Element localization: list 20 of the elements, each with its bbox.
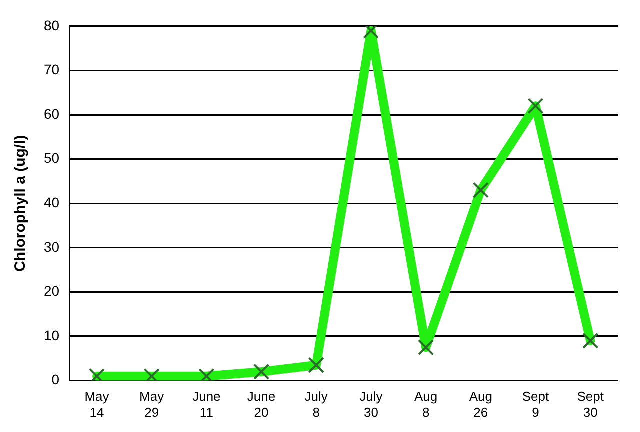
- y-tick-label: 60: [44, 106, 60, 122]
- x-tick-label: July 8: [304, 389, 328, 420]
- y-tick-label: 40: [44, 194, 60, 210]
- x-tick-label: Aug 8: [414, 389, 438, 420]
- x-tick-label: Aug 26: [469, 389, 492, 420]
- x-tick-label: July 30: [360, 389, 384, 420]
- x-tick-label: June 20: [247, 389, 276, 420]
- y-tick-label: 20: [44, 283, 60, 300]
- x-tick-label: May 14: [84, 389, 110, 420]
- y-tick-label: 80: [44, 17, 60, 34]
- y-tick-label: 10: [44, 327, 60, 344]
- x-tick-label: Sept 9: [522, 389, 550, 420]
- y-tick-label: 50: [44, 150, 60, 166]
- x-tick-label: June 11: [192, 389, 221, 420]
- y-tick-label: 70: [44, 62, 60, 78]
- x-tick-label: Sept 30: [577, 389, 604, 420]
- y-tick-label: 30: [44, 238, 60, 255]
- x-tick-label: May 29: [140, 389, 165, 420]
- y-axis-title: Chlorophyll a (ug/l): [12, 135, 30, 272]
- y-tick-label: 0: [52, 372, 60, 388]
